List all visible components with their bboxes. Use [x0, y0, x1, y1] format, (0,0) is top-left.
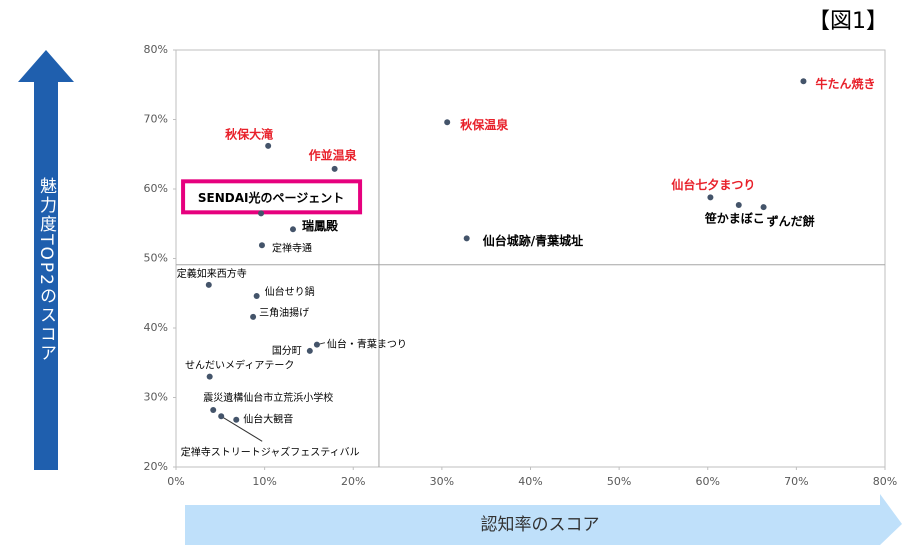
point — [707, 194, 714, 201]
x-tick-label: 50% — [607, 475, 631, 488]
plot-area — [175, 49, 886, 468]
point-label: 瑞鳳殿 — [302, 218, 339, 233]
point — [444, 119, 451, 126]
x-tick-label: 60% — [696, 475, 720, 488]
point-label: 仙台・青葉まつり — [327, 338, 407, 351]
point-label: 作並温泉 — [309, 147, 358, 162]
point — [233, 416, 240, 423]
y-tick-label: 20% — [144, 460, 168, 473]
point — [253, 293, 260, 300]
point-label: 仙台城跡/青葉城址 — [483, 233, 583, 248]
point-label: ずんだ餅 — [767, 214, 815, 229]
point — [206, 373, 213, 380]
point — [289, 226, 296, 233]
point — [313, 341, 320, 348]
point-label: 三角油揚げ — [259, 306, 309, 319]
x-tick-label: 70% — [784, 475, 808, 488]
point-label: 秋保温泉 — [460, 117, 509, 132]
point — [331, 165, 338, 172]
point — [760, 204, 767, 211]
point — [265, 142, 272, 149]
point-label: 牛たん焼き — [815, 76, 875, 91]
x-axis-label: 認知率のスコア — [481, 515, 600, 535]
point-label: せんだいメディアテーク — [185, 359, 294, 372]
point-label: 定禅寺通 — [272, 241, 312, 254]
y-tick-label: 80% — [144, 43, 168, 56]
point — [306, 347, 313, 354]
point — [258, 242, 265, 249]
x-tick-label: 0% — [167, 475, 184, 488]
x-tick-label: 80% — [873, 475, 897, 488]
y-tick-label: 40% — [144, 321, 168, 334]
point — [800, 78, 807, 85]
highlight-box — [181, 179, 363, 215]
y-arrow — [18, 50, 74, 470]
point — [250, 313, 257, 320]
point — [205, 281, 212, 288]
y-tick-label: 70% — [144, 113, 168, 126]
point-label: 国分町 — [272, 345, 302, 357]
leader-line — [220, 415, 263, 442]
x-tick-label: 30% — [430, 475, 454, 488]
point — [463, 235, 470, 242]
x-tick-label: 10% — [252, 475, 276, 488]
point-label: 仙台大観音 — [243, 413, 293, 426]
point-label: 仙台せり鍋 — [265, 285, 315, 298]
point-label: 定禅寺ストリートジャズフェスティバル — [181, 445, 360, 458]
point-label: 震災遺構仙台市立荒浜小学校 — [203, 391, 333, 404]
figure-label: 【図1】 — [808, 9, 888, 34]
point — [210, 407, 217, 414]
x-tick-label: 40% — [518, 475, 542, 488]
point-label: 笹かまぼこ — [705, 210, 765, 225]
x-tick-label: 20% — [341, 475, 365, 488]
point — [258, 210, 265, 217]
y-tick-label: 30% — [144, 391, 168, 404]
y-axis-label: 魅力度TOP2のスコア — [36, 177, 57, 363]
point-label: 秋保大滝 — [225, 126, 273, 141]
point-label: 定義如来西方寺 — [177, 267, 247, 280]
point-label: 仙台七夕まつり — [671, 177, 755, 192]
y-tick-label: 60% — [144, 182, 168, 195]
point — [218, 413, 225, 420]
x-arrow — [185, 494, 902, 545]
y-tick-label: 50% — [144, 252, 168, 265]
point-label: SENDAI光のページェント — [198, 190, 344, 205]
point — [735, 201, 742, 208]
